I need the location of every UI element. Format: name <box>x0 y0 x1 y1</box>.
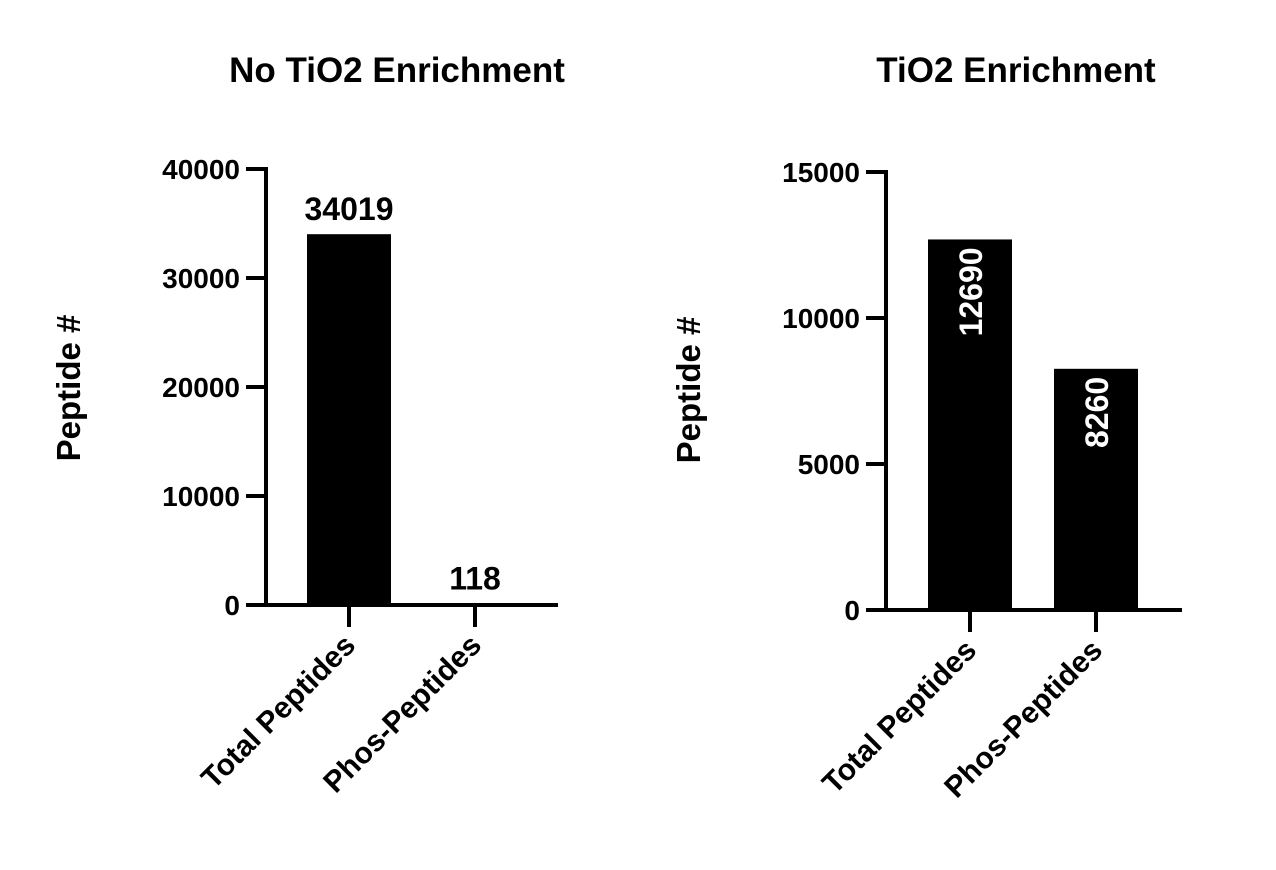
bar <box>1054 368 1138 610</box>
chart-title: TiO2 Enrichment <box>876 51 1156 90</box>
bar <box>307 234 391 605</box>
bars <box>928 239 1138 610</box>
chart-panel-tio2: TiO2 Enrichment Peptide # 0 5000 10000 1500… <box>670 51 1182 804</box>
y-tick-label: 10000 <box>162 481 240 512</box>
data-labels: 12690 8260 <box>953 247 1115 448</box>
data-label: 34019 <box>305 191 394 227</box>
data-label: 12690 <box>953 247 989 336</box>
y-tick-label: 10000 <box>782 303 860 334</box>
y-tick-label: 0 <box>844 595 860 626</box>
chart-title: No TiO2 Enrichment <box>229 51 565 90</box>
y-tick-label: 40000 <box>162 154 240 185</box>
y-ticks: 0 5000 10000 15000 <box>782 157 886 626</box>
chart-panel-no-tio2: No TiO2 Enrichment Peptide # 0 10000 20000… <box>50 51 565 799</box>
y-tick-label: 20000 <box>162 372 240 403</box>
y-tick-label: 15000 <box>782 157 860 188</box>
y-ticks: 0 10000 20000 30000 40000 <box>162 154 266 621</box>
x-ticks <box>968 610 1098 632</box>
data-label: 8260 <box>1079 377 1115 448</box>
data-label: 118 <box>449 561 501 597</box>
y-tick-label: 0 <box>224 590 240 621</box>
x-ticks <box>347 605 477 627</box>
y-axis-label: Peptide # <box>50 315 87 462</box>
bar <box>433 603 517 605</box>
y-tick-label: 30000 <box>162 263 240 294</box>
data-labels: 34019 118 <box>305 191 501 597</box>
bars <box>307 234 517 605</box>
y-tick-label: 5000 <box>798 449 860 480</box>
y-axis-label: Peptide # <box>670 317 707 464</box>
bar <box>928 239 1012 610</box>
